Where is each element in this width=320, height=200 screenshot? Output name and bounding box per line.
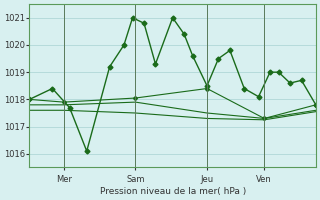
X-axis label: Pression niveau de la mer( hPa ): Pression niveau de la mer( hPa ) (100, 187, 246, 196)
